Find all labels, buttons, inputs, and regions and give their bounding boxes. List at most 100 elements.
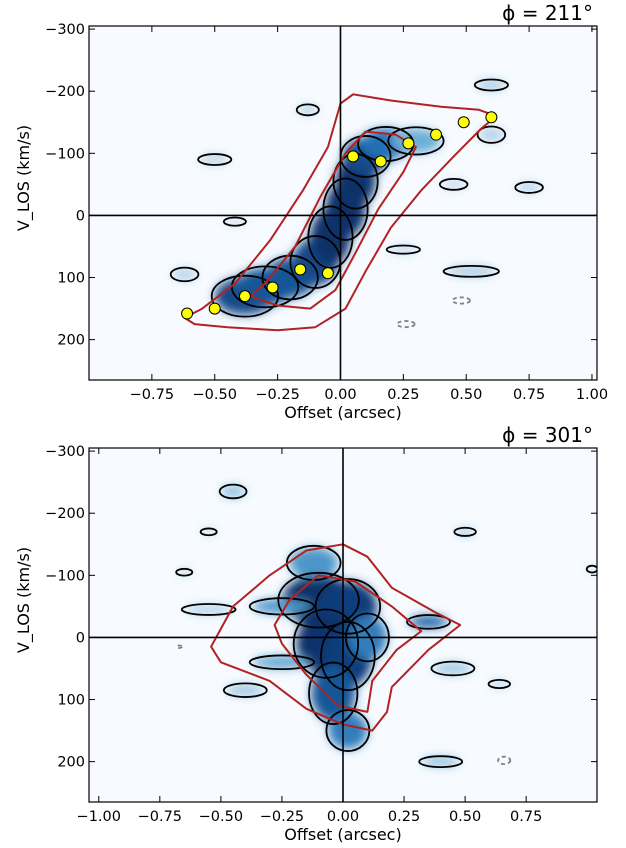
- y-axis-label: V_LOS (km/s): [14, 547, 34, 653]
- emission-blob: [225, 684, 265, 697]
- emission-contour: [438, 178, 469, 191]
- x-tick-label: −0.75: [138, 809, 182, 825]
- emission-contour: [261, 254, 319, 301]
- y-tick-label: −200: [45, 84, 85, 100]
- x-tick-label: 0.25: [388, 809, 420, 825]
- y-tick-label: −100: [45, 568, 85, 584]
- emission-blob: [587, 566, 597, 573]
- emission-blob: [441, 179, 467, 190]
- x-axis-label: Offset (arcsec): [284, 825, 401, 844]
- emission-blob: [478, 127, 504, 143]
- emission-blob: [252, 598, 312, 614]
- x-tick-label: 0.75: [513, 387, 545, 403]
- y-tick-label: −100: [45, 146, 85, 162]
- data-point: [347, 150, 360, 163]
- panel-phi-301: −1.00 −0.75 −0.50 −0.25 0.00 0.25 0.50 0.75 −300…: [14, 423, 598, 844]
- y-tick-label: −300: [45, 22, 85, 38]
- emission-contour: [320, 620, 376, 692]
- negative-contour: [497, 755, 512, 766]
- emission-contour: [514, 181, 544, 194]
- y-tick-label: 200: [57, 333, 85, 349]
- x-tick-label: 0.75: [510, 809, 542, 825]
- emission-contour: [418, 755, 464, 768]
- emission-blob: [408, 615, 449, 629]
- emission-blob: [446, 266, 497, 277]
- emission-blob: [176, 569, 192, 576]
- panel-title: ϕ = 301°: [502, 423, 593, 447]
- emission-blob: [516, 182, 542, 193]
- emission-blob: [201, 528, 216, 535]
- emission-contour: [406, 614, 451, 630]
- emission-contour: [169, 266, 200, 283]
- data-point: [181, 307, 194, 320]
- model-contour: [249, 130, 417, 310]
- emission-contour: [442, 264, 500, 278]
- emission-blob: [171, 268, 198, 281]
- emission-contour: [175, 567, 194, 577]
- emission-contour: [387, 126, 445, 156]
- x-tick-label: 0.00: [324, 387, 356, 403]
- emission-contour: [385, 244, 421, 255]
- emission-contour: [308, 661, 359, 725]
- negative-contour: [396, 320, 416, 329]
- emission-contour: [476, 125, 507, 144]
- data-point: [294, 263, 307, 276]
- emission-contour: [222, 216, 247, 227]
- data-point: [208, 302, 221, 315]
- y-tick-label: −300: [45, 444, 85, 460]
- x-axis-label: Offset (arcsec): [284, 403, 401, 422]
- emission-blob: [390, 128, 442, 154]
- y-tick-label: 200: [57, 755, 85, 771]
- emission-contour: [218, 483, 248, 500]
- x-tick-label: 1.00: [576, 387, 608, 403]
- emission-contour: [314, 578, 382, 635]
- y-tick-label: 0: [76, 630, 85, 646]
- emission-contour: [180, 603, 237, 616]
- emission-contour: [322, 177, 369, 241]
- x-tick-label: 0.50: [450, 387, 482, 403]
- emission-contour: [430, 660, 476, 677]
- emission-contour: [292, 608, 360, 679]
- data-point: [485, 111, 498, 124]
- x-tick-label: 0.25: [387, 387, 419, 403]
- y-tick-label: 100: [57, 693, 85, 709]
- panel-phi-211: −0.75 −0.50 −0.25 0.00 0.25 0.50 0.75 1.00 −300 −…: [14, 1, 608, 422]
- emission-map: [175, 483, 597, 768]
- emission-contour: [248, 654, 316, 670]
- data-point: [266, 281, 279, 294]
- data-point: [430, 128, 443, 141]
- data-point: [402, 137, 415, 150]
- emission-blob: [184, 604, 234, 615]
- y-tick-label: 0: [76, 208, 85, 224]
- emission-contour: [277, 571, 360, 629]
- plot-frame: [88, 25, 598, 381]
- data-point: [238, 290, 251, 303]
- emission-contour: [210, 274, 280, 318]
- panel-title: ϕ = 211°: [502, 1, 593, 25]
- x-tick-label: −0.25: [260, 809, 304, 825]
- x-tick-label: −1.00: [77, 809, 121, 825]
- emission-contour: [197, 153, 233, 166]
- y-tick-label: −200: [45, 506, 85, 522]
- emission-blob: [388, 245, 419, 254]
- emission-blob: [199, 154, 230, 165]
- emission-blob: [289, 547, 339, 579]
- data-point: [457, 116, 470, 129]
- model-contour: [273, 574, 423, 713]
- emission-blob: [297, 104, 318, 115]
- emission-contour: [222, 682, 268, 698]
- emission-blob: [455, 528, 475, 536]
- emission-contour: [585, 564, 597, 574]
- emission-blob: [476, 80, 507, 90]
- data-point: [374, 155, 387, 168]
- emission-contour: [453, 526, 477, 537]
- emission-blob: [220, 485, 246, 498]
- emission-contour: [487, 679, 511, 689]
- emission-contour: [199, 527, 218, 537]
- emission-contour: [473, 78, 509, 92]
- x-tick-label: −0.75: [130, 387, 174, 403]
- x-tick-label: 0.00: [327, 809, 359, 825]
- emission-blob: [224, 217, 245, 226]
- emission-blob: [421, 756, 461, 767]
